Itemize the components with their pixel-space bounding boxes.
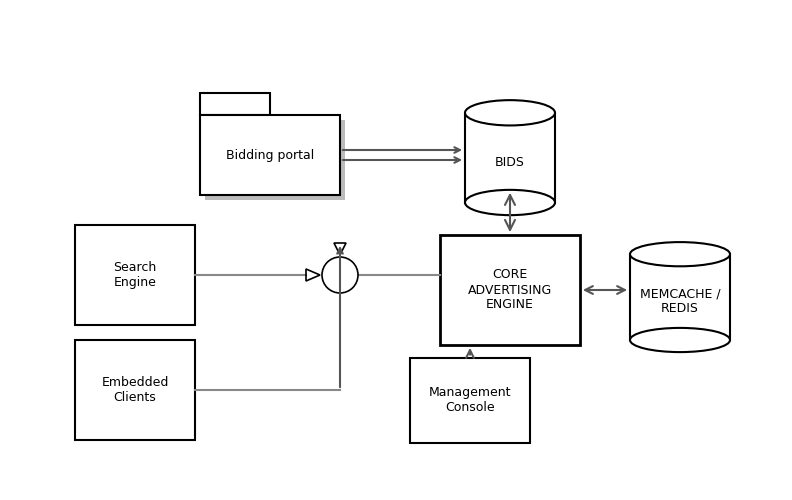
Bar <box>630 254 730 340</box>
Bar <box>200 92 270 115</box>
Text: BIDS: BIDS <box>495 156 525 168</box>
Text: Search
Engine: Search Engine <box>113 261 157 289</box>
Bar <box>465 113 555 202</box>
Bar <box>440 235 580 345</box>
Bar <box>75 225 195 325</box>
Text: Management
Console: Management Console <box>428 386 512 414</box>
Ellipse shape <box>465 100 555 126</box>
Circle shape <box>322 257 358 293</box>
Bar <box>410 358 530 442</box>
Bar <box>200 115 340 195</box>
Ellipse shape <box>630 328 730 352</box>
Bar <box>75 340 195 440</box>
Text: Embedded
Clients: Embedded Clients <box>101 376 169 404</box>
Text: CORE
ADVERTISING
ENGINE: CORE ADVERTISING ENGINE <box>468 268 552 312</box>
Text: MEMCACHE /
REDIS: MEMCACHE / REDIS <box>640 288 720 316</box>
Ellipse shape <box>465 190 555 215</box>
Text: Bidding portal: Bidding portal <box>226 148 314 162</box>
Ellipse shape <box>630 242 730 266</box>
Bar <box>205 120 345 200</box>
